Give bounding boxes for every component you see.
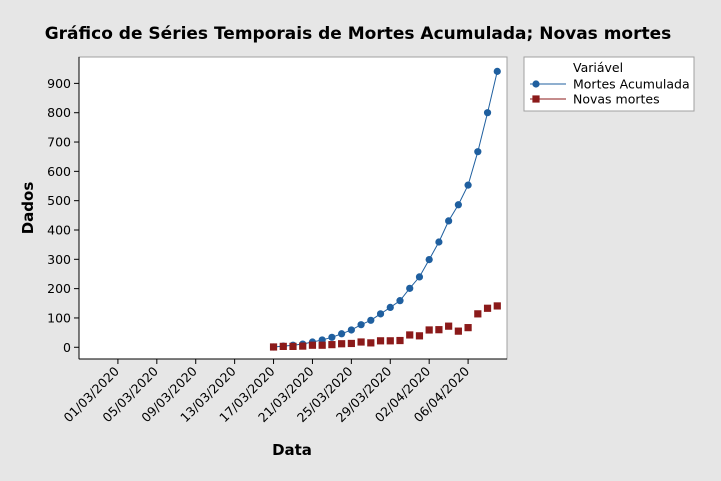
data-point: [435, 326, 443, 334]
legend-title: Variável: [573, 60, 623, 75]
legend-marker: [532, 95, 540, 103]
data-point: [347, 339, 355, 348]
y-tick-label: 600: [47, 164, 71, 179]
y-tick-label: 700: [47, 135, 71, 150]
data-point: [445, 217, 453, 225]
y-tick-label: 0: [63, 340, 71, 355]
plot-area: [78, 56, 508, 360]
data-point: [425, 256, 433, 264]
data-point: [299, 342, 307, 350]
y-axis: 0 100 200 300 400 500 600 700 800 900: [47, 57, 80, 359]
data-point: [386, 303, 394, 311]
data-point: [376, 310, 385, 318]
legend-marker: [532, 80, 540, 88]
data-point: [435, 238, 443, 246]
data-point: [493, 67, 501, 75]
data-point: [347, 326, 355, 334]
data-point: [357, 338, 365, 346]
data-point: [289, 342, 297, 350]
data-point: [493, 302, 501, 310]
data-point: [464, 181, 472, 189]
data-point: [415, 332, 424, 340]
data-point: [279, 342, 287, 350]
legend-label: Novas mortes: [573, 92, 660, 107]
series-layer: [269, 67, 501, 351]
data-point: [425, 326, 433, 334]
y-tick-label: 100: [47, 310, 71, 325]
y-tick-label: 400: [47, 222, 71, 237]
data-point: [474, 310, 482, 318]
data-point: [464, 324, 472, 332]
data-point: [308, 341, 317, 349]
x-axis-title: Data: [272, 441, 312, 459]
data-point: [367, 316, 375, 324]
data-point: [415, 273, 424, 281]
chart-title: Gráfico de Séries Temporais de Mortes Ac…: [45, 24, 672, 44]
data-point: [338, 330, 346, 338]
data-point: [357, 321, 365, 329]
data-point: [406, 284, 414, 292]
y-tick-label: 500: [47, 193, 71, 208]
y-tick-label: 800: [47, 105, 71, 120]
data-point: [474, 148, 482, 156]
data-point: [454, 327, 462, 335]
data-point: [328, 333, 336, 341]
data-point: [367, 339, 375, 347]
data-point: [445, 322, 453, 330]
data-point: [318, 341, 326, 349]
data-point: [386, 337, 394, 345]
data-point: [396, 336, 404, 345]
y-tick-label: 900: [47, 76, 71, 91]
data-point: [376, 337, 385, 345]
data-point: [338, 340, 346, 348]
y-tick-label: 300: [47, 252, 71, 267]
data-point: [454, 201, 462, 209]
data-point: [328, 341, 336, 349]
data-point: [483, 109, 492, 117]
legend-label: Mortes Acumulada: [573, 77, 690, 92]
series-novas-mortes: [269, 302, 501, 351]
data-point: [483, 304, 492, 312]
data-point: [406, 331, 414, 339]
data-point: [396, 297, 404, 305]
data-point: [269, 343, 278, 351]
y-axis-title: Dados: [19, 182, 37, 235]
y-tick-label: 200: [47, 281, 71, 296]
